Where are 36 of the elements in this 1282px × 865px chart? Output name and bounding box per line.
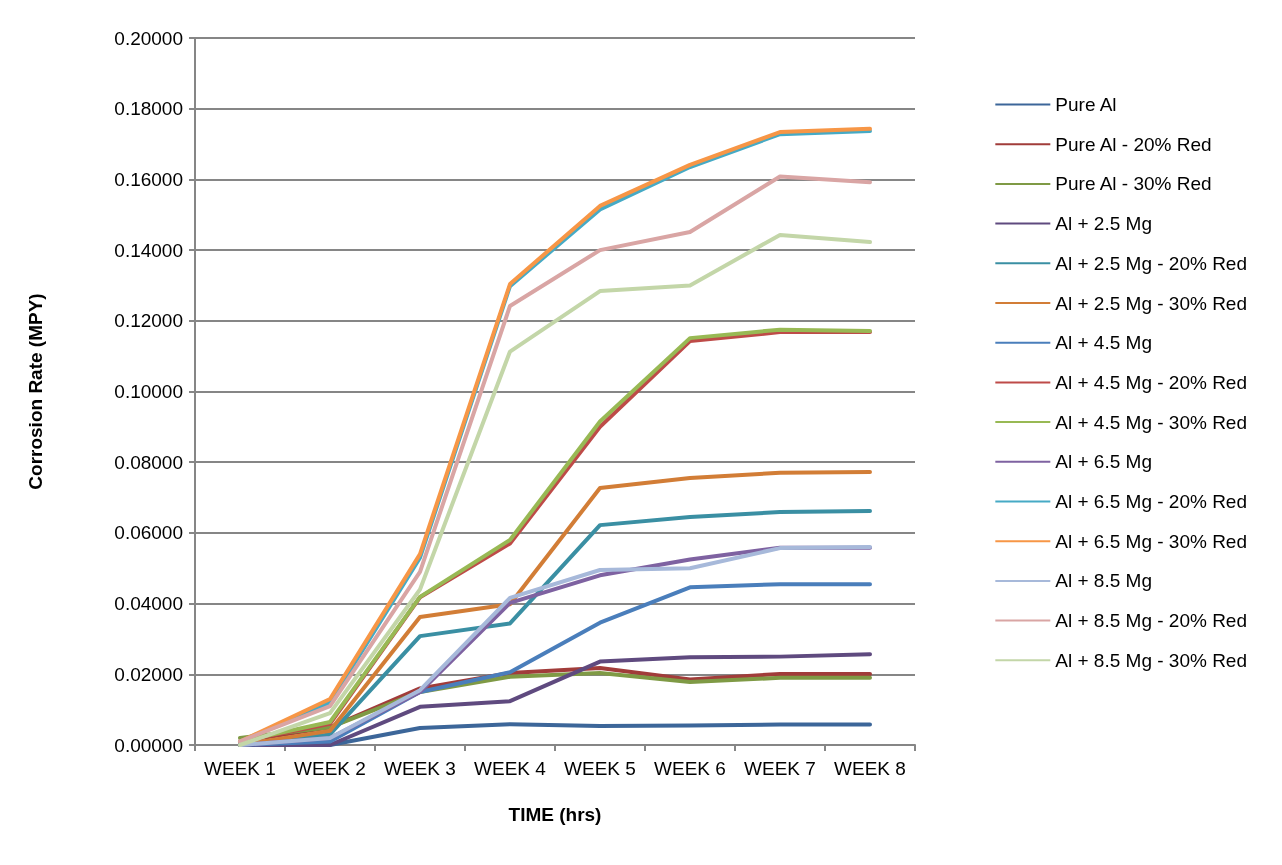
x-axis-title: TIME (hrs)	[508, 804, 602, 825]
legend-label: Al + 8.5 Mg - 20% Red	[1055, 610, 1248, 632]
x-tick-label: WEEK 8	[834, 758, 906, 779]
x-tick-label: WEEK 5	[564, 758, 636, 779]
legend-label: Al + 4.5 Mg	[1055, 332, 1152, 354]
legend-label: Pure Al - 20% Red	[1055, 133, 1212, 155]
legend-label: Al + 6.5 Mg - 20% Red	[1055, 491, 1248, 512]
x-tick-label: WEEK 2	[294, 758, 366, 779]
legend-label: Pure Al - 30% Red	[1055, 173, 1212, 195]
x-tick-label: WEEK 4	[474, 758, 547, 779]
legend-label: Al + 2.5 Mg	[1055, 213, 1152, 235]
y-tick-label: 0.10000	[114, 381, 183, 402]
legend-label: Al + 8.5 Mg - 30% Red	[1055, 649, 1248, 671]
y-tick-label: 0.06000	[114, 522, 183, 544]
y-tick-label: 0.16000	[114, 168, 183, 190]
legend-label: Pure Al	[1055, 94, 1117, 115]
legend-label: Al + 8.5 Mg	[1055, 570, 1152, 592]
legend-label: Al + 6.5 Mg - 30% Red	[1055, 530, 1248, 552]
y-axis-title: Corrosion Rate (MPY)	[25, 293, 46, 490]
y-tick-label: 0.20000	[114, 27, 183, 49]
y-tick-label: 0.00000	[114, 734, 183, 756]
y-tick-label: 0.02000	[114, 663, 183, 685]
y-tick-label: 0.04000	[114, 593, 183, 615]
x-tick-label: WEEK 3	[384, 758, 456, 779]
legend-label: Al + 4.5 Mg - 20% Red	[1055, 371, 1248, 393]
y-tick-label: 0.12000	[114, 310, 183, 332]
x-tick-label: WEEK 6	[654, 758, 726, 779]
y-tick-label: 0.18000	[114, 98, 183, 120]
x-tick-label: WEEK 7	[744, 758, 816, 779]
y-tick-label: 0.08000	[114, 451, 183, 473]
y-tick-label: 0.14000	[114, 239, 183, 261]
legend-label: Al + 2.5 Mg - 20% Red	[1055, 252, 1248, 274]
legend-label: Al + 6.5 Mg	[1055, 451, 1152, 473]
legend-label: Al + 4.5 Mg - 30% Red	[1055, 411, 1248, 433]
legend-label: Al + 2.5 Mg - 30% Red	[1055, 292, 1248, 314]
x-tick-label: WEEK 1	[204, 758, 276, 779]
